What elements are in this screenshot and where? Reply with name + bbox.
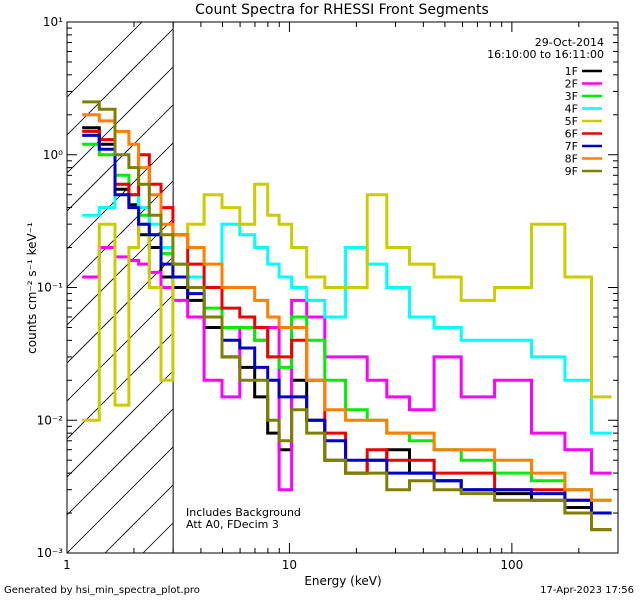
- legend-label-9F: 9F: [565, 165, 578, 178]
- y-axis-label: counts cm⁻² s⁻¹ keV⁻¹: [25, 222, 39, 354]
- y-tick-label: 10⁻¹: [37, 281, 64, 295]
- hatch-line: [67, 22, 143, 98]
- x-axis-label: Energy (keV): [304, 574, 381, 588]
- legend-label-5F: 5F: [565, 115, 578, 128]
- time-range-label: 16:10:00 to 16:11:00: [487, 48, 604, 61]
- x-tick-label: 10: [282, 558, 297, 572]
- y-tick-label: 10¹: [43, 15, 63, 29]
- date-label: 29-Oct-2014: [535, 36, 604, 49]
- annotation-attenuator: Att A0, FDecim 3: [186, 518, 279, 531]
- footer-generated-by: Generated by hsi_min_spectra_plot.pro: [4, 585, 200, 596]
- series-9F: [82, 100, 612, 532]
- series-6F: [82, 129, 612, 532]
- footer-timestamp: 17-Apr-2023 17:56: [540, 585, 634, 596]
- series-8F: [82, 113, 612, 502]
- annotation-background: Includes Background: [186, 506, 301, 519]
- y-tick-label: 10⁻²: [37, 413, 64, 427]
- chart-title: Count Spectra for RHESSI Front Segments: [195, 2, 489, 18]
- legend-label-2F: 2F: [565, 78, 578, 91]
- series-7F: [82, 133, 612, 515]
- legend-label-7F: 7F: [565, 140, 578, 153]
- x-tick-label: 100: [500, 558, 523, 572]
- y-tick-label: 10⁻³: [37, 546, 64, 560]
- hatch-line: [67, 22, 181, 136]
- y-tick-label: 10⁰: [43, 148, 63, 162]
- legend-label-8F: 8F: [565, 153, 578, 166]
- x-tick-label: 1: [63, 558, 71, 572]
- legend-label-3F: 3F: [565, 90, 578, 103]
- legend-label-1F: 1F: [565, 65, 578, 78]
- legend-label-6F: 6F: [565, 128, 578, 141]
- axis-ticks: 1 10 100 10⁻³ 10⁻² 10⁻¹ 10⁰ 10¹: [37, 15, 619, 572]
- series-group: [82, 100, 612, 532]
- legend-label-4F: 4F: [565, 103, 578, 116]
